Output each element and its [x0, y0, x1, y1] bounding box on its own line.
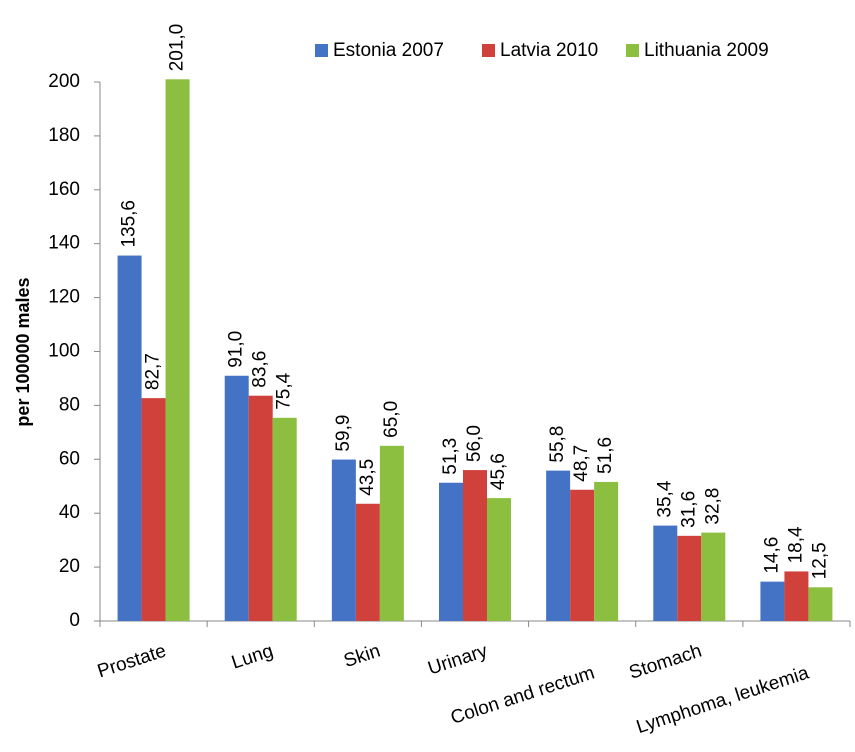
value-label: 65,0	[381, 401, 402, 438]
y-tick-label: 0	[69, 610, 80, 631]
bar	[677, 535, 702, 621]
value-label: 75,4	[274, 372, 295, 409]
value-label: 43,5	[357, 459, 378, 496]
value-label: 18,4	[785, 526, 806, 563]
value-label: 45,6	[488, 453, 509, 490]
value-label: 14,6	[761, 537, 782, 574]
value-label: 82,7	[143, 353, 164, 390]
value-label: 55,8	[547, 426, 568, 463]
value-label: 51,6	[595, 437, 616, 474]
bar	[117, 255, 142, 622]
legend-label: Latvia 2010	[500, 40, 598, 61]
y-tick-label: 40	[59, 502, 80, 523]
value-label: 32,8	[702, 488, 723, 525]
bar	[272, 417, 297, 621]
bar	[379, 445, 404, 621]
legend-label: Estonia 2007	[333, 40, 444, 61]
bar	[760, 581, 785, 621]
x-tick-label: Lung	[229, 641, 276, 674]
y-tick-label: 60	[59, 448, 80, 469]
y-tick-label: 160	[48, 179, 80, 200]
bar	[331, 459, 356, 621]
bar	[439, 482, 463, 621]
bar	[570, 489, 595, 621]
value-label: 51,3	[440, 438, 461, 475]
x-tick-label: Skin	[341, 641, 383, 672]
bar	[141, 398, 166, 621]
value-label: 201,0	[167, 24, 188, 72]
y-tick-label: 80	[59, 394, 80, 415]
legend-swatch	[315, 44, 328, 57]
x-tick-label: Prostate	[95, 641, 169, 683]
bar	[355, 503, 380, 621]
bar	[546, 470, 571, 621]
bar	[165, 79, 190, 622]
y-tick-label: 180	[48, 125, 80, 146]
legend-swatch	[482, 44, 495, 57]
legend-swatch	[626, 44, 639, 57]
bar	[808, 587, 833, 621]
value-label: 35,4	[654, 480, 675, 517]
bar	[594, 481, 619, 621]
x-tick-label: Urinary	[425, 640, 490, 679]
bar	[248, 395, 273, 621]
value-label: 91,0	[226, 331, 247, 368]
x-tick-label: Colon and rectum	[448, 663, 597, 729]
value-label: 135,6	[119, 200, 140, 248]
y-tick-label: 120	[48, 287, 80, 308]
y-tick-label: 20	[59, 556, 80, 577]
y-tick-label: 140	[48, 233, 80, 254]
bar	[463, 470, 487, 621]
bar	[224, 375, 249, 621]
value-label: 12,5	[809, 542, 830, 579]
value-label: 59,9	[333, 415, 354, 452]
legend-label: Lithuania 2009	[644, 40, 769, 61]
y-tick-label: 200	[48, 71, 80, 92]
x-tick-label: Stomach	[627, 641, 705, 684]
bar	[487, 498, 511, 621]
value-label: 48,7	[571, 445, 592, 482]
y-axis-label: per 100000 males	[13, 277, 33, 426]
value-label: 31,6	[678, 491, 699, 528]
value-label: 56,0	[464, 425, 485, 462]
bar	[653, 525, 678, 621]
y-tick-label: 100	[48, 341, 80, 362]
bar	[784, 571, 809, 621]
value-label: 83,6	[250, 351, 271, 388]
bar	[701, 532, 726, 621]
